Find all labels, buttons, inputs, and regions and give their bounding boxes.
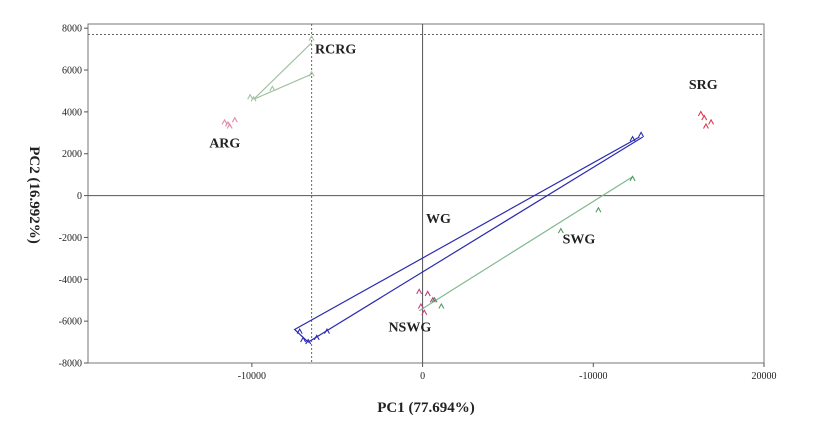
data-point bbox=[638, 131, 645, 138]
data-point bbox=[629, 135, 636, 142]
data-point bbox=[595, 206, 602, 213]
y-tick-label: 2000 bbox=[62, 149, 82, 160]
group-labels: RCRG ARG SRG WG SWG NSWG bbox=[209, 42, 718, 335]
data-point bbox=[224, 120, 231, 127]
data-point bbox=[417, 302, 424, 309]
y-tick-label: 8000 bbox=[62, 24, 82, 35]
data-point bbox=[431, 296, 438, 303]
connector-line bbox=[253, 42, 313, 100]
group-label: SWG bbox=[563, 233, 596, 248]
score-points bbox=[221, 35, 715, 345]
group-label: NSWG bbox=[388, 321, 431, 336]
data-point bbox=[708, 118, 715, 125]
group-label: WG bbox=[426, 212, 451, 227]
x-axis-ticks: -10000 0 -10000 20000 bbox=[238, 363, 777, 382]
data-point bbox=[429, 296, 436, 303]
group-label: SRG bbox=[689, 78, 718, 93]
data-point bbox=[308, 70, 315, 77]
data-point bbox=[701, 114, 708, 121]
reference-lines bbox=[88, 24, 764, 363]
x-tick-label: -10000 bbox=[579, 371, 607, 382]
data-point bbox=[296, 327, 303, 334]
y-axis-title: PC2 (16.992%) bbox=[26, 146, 42, 244]
data-point bbox=[221, 118, 228, 125]
y-tick-label: -2000 bbox=[59, 233, 82, 244]
data-point bbox=[250, 95, 257, 102]
group-label: RCRG bbox=[315, 42, 356, 57]
plot-frame bbox=[87, 23, 765, 364]
y-axis-ticks: 8000 6000 4000 2000 0 -2000 -4000 -6000 -8000 bbox=[59, 24, 88, 370]
y-tick-label: -4000 bbox=[59, 275, 82, 286]
x-tick-label: 0 bbox=[420, 371, 425, 382]
data-point bbox=[421, 309, 428, 316]
data-point bbox=[424, 290, 431, 297]
x-axis-title: PC1 (77.694%) bbox=[377, 400, 475, 416]
data-point bbox=[557, 227, 564, 234]
connector-lines bbox=[253, 42, 644, 343]
data-point bbox=[313, 334, 320, 341]
data-point bbox=[269, 85, 276, 92]
connector-line bbox=[293, 136, 644, 343]
y-tick-label: 0 bbox=[77, 191, 82, 202]
y-tick-label: 4000 bbox=[62, 107, 82, 118]
y-tick-label: -8000 bbox=[59, 359, 82, 370]
data-point bbox=[324, 327, 330, 334]
data-point bbox=[231, 116, 238, 123]
data-point bbox=[629, 175, 636, 182]
data-point bbox=[438, 302, 445, 309]
x-tick-label: 20000 bbox=[752, 371, 777, 382]
x-tick-label: -10000 bbox=[238, 371, 266, 382]
y-tick-label: -6000 bbox=[59, 317, 82, 328]
y-tick-label: 6000 bbox=[62, 66, 82, 77]
data-point bbox=[702, 122, 709, 129]
connector-line bbox=[418, 176, 633, 312]
data-point bbox=[247, 93, 254, 100]
data-point bbox=[697, 110, 704, 117]
data-point bbox=[300, 336, 307, 343]
data-point bbox=[305, 338, 312, 345]
data-point bbox=[416, 288, 423, 295]
data-point bbox=[308, 35, 315, 41]
group-label: ARG bbox=[209, 136, 240, 151]
